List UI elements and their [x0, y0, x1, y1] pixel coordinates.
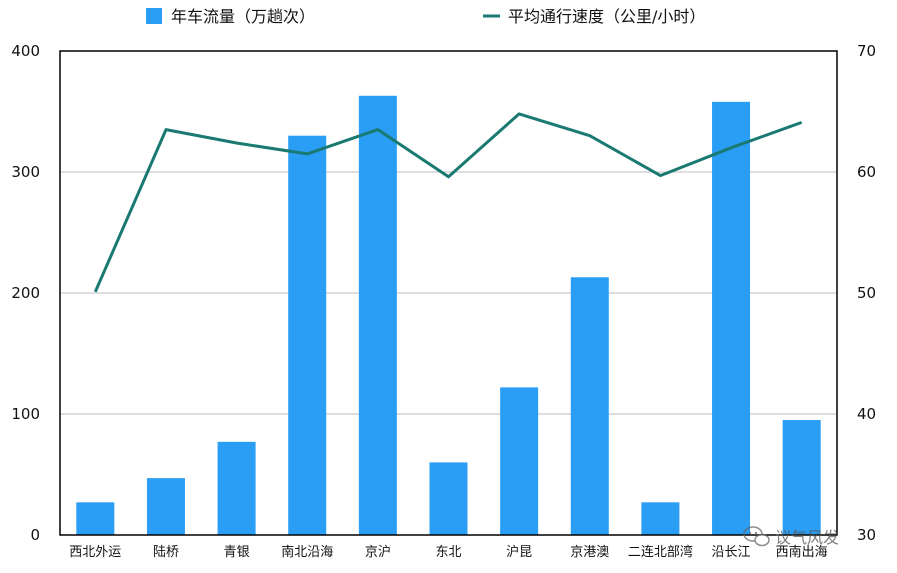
bar [217, 441, 256, 535]
bar-series [76, 95, 821, 536]
bar [782, 420, 821, 535]
legend-label-bar: 年车流量（万趟次） [171, 7, 315, 26]
speed-line [93, 112, 803, 293]
y-right-tick-label: 30 [857, 526, 876, 544]
legend-label-line: 平均通行速度（公里/小时） [508, 7, 705, 26]
bar [500, 387, 539, 535]
bar [712, 101, 751, 535]
bar [146, 478, 185, 535]
y-right-tick-label: 70 [857, 42, 876, 60]
bar [288, 135, 327, 535]
legend-swatch-bar [146, 8, 162, 24]
watermark: 议气风发 [743, 526, 839, 547]
x-tick-label: 京沪 [365, 544, 391, 560]
x-tick-label: 陆桥 [153, 544, 179, 560]
y-right-tick-label: 60 [857, 163, 876, 181]
grid [60, 171, 837, 415]
x-tick-label: 京港澳 [570, 544, 609, 560]
x-tick-label: 西北外运 [69, 545, 121, 560]
bar [358, 95, 397, 536]
bar [641, 502, 680, 535]
x-axis: 西北外运 陆桥 青银 南北沿海 京沪 东北 沪昆 京港澳 二连北部湾 沿长江 西南出海 [69, 544, 827, 560]
x-tick-label: 西南出海 [776, 544, 828, 560]
x-tick-label: 沪昆 [506, 544, 532, 560]
x-tick-label: 南北沿海 [281, 544, 333, 560]
x-tick-label: 东北 [435, 545, 461, 560]
legend: 年车流量（万趟次） 平均通行速度（公里/小时） [146, 7, 705, 26]
y-left-tick-label: 300 [11, 163, 40, 181]
y-right-tick-label: 40 [857, 405, 876, 423]
wechat-icon [743, 526, 770, 547]
bar [76, 502, 115, 535]
y-left-tick-label: 100 [11, 405, 40, 423]
y-axis-right: 30 40 50 60 70 [857, 42, 876, 544]
plot-frame [59, 50, 838, 536]
x-tick-label: 青银 [224, 545, 250, 560]
y-left-tick-label: 400 [11, 42, 40, 60]
bar [570, 277, 609, 535]
bar [429, 462, 468, 535]
y-axis-left: 0 100 200 300 400 [11, 42, 40, 544]
watermark-text: 议气风发 [775, 528, 839, 547]
y-left-tick-label: 0 [30, 526, 40, 544]
x-tick-label: 二连北部湾 [628, 544, 693, 560]
y-left-tick-label: 200 [11, 284, 40, 302]
y-right-tick-label: 50 [857, 284, 876, 302]
x-tick-label: 沿长江 [712, 545, 751, 560]
